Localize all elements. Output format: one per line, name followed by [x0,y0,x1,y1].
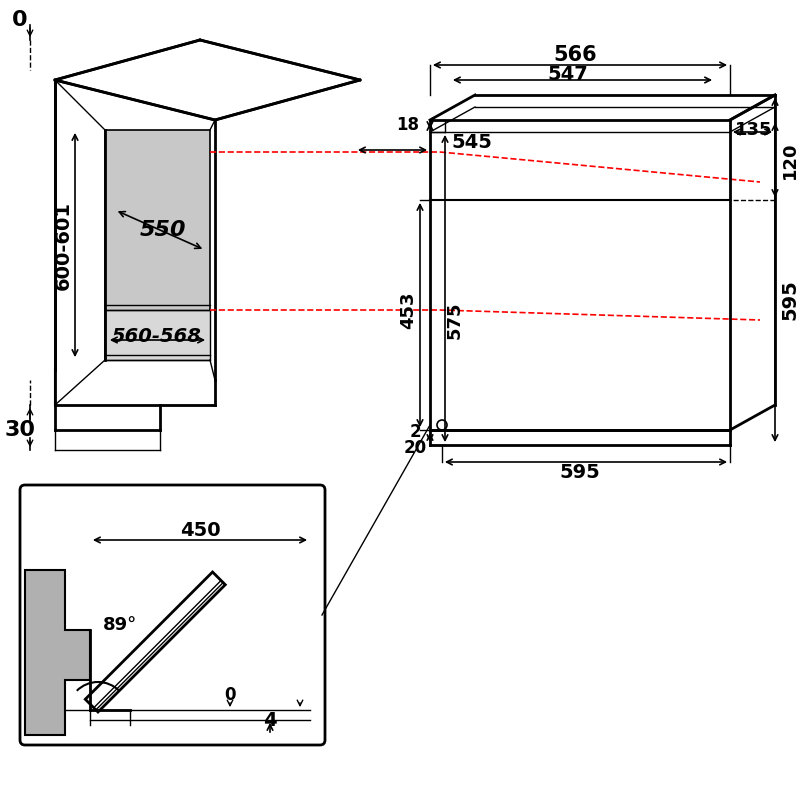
Text: 450: 450 [180,521,220,539]
Text: 4: 4 [263,711,277,730]
Text: 30: 30 [5,420,35,440]
Text: 547: 547 [548,65,588,83]
Text: 2: 2 [409,423,421,441]
Polygon shape [25,570,90,735]
Polygon shape [105,310,210,360]
Text: 595: 595 [781,280,799,320]
Polygon shape [86,572,226,712]
Text: 135: 135 [735,121,773,139]
FancyBboxPatch shape [20,485,325,745]
Text: 120: 120 [781,142,799,178]
Text: 89°: 89° [103,616,137,634]
Text: 20: 20 [403,439,426,457]
Text: 560-568: 560-568 [112,327,202,346]
Polygon shape [105,130,210,360]
Text: 566: 566 [553,45,597,65]
Text: 550: 550 [140,220,186,240]
Text: 545: 545 [451,133,493,151]
Text: 595: 595 [560,462,600,482]
Polygon shape [55,40,360,120]
Text: 453: 453 [399,291,417,329]
Text: 0: 0 [224,686,236,704]
Text: 600-601: 600-601 [54,201,73,290]
Text: 575: 575 [446,302,464,338]
Text: 18: 18 [397,116,419,134]
Text: 0: 0 [12,10,28,30]
